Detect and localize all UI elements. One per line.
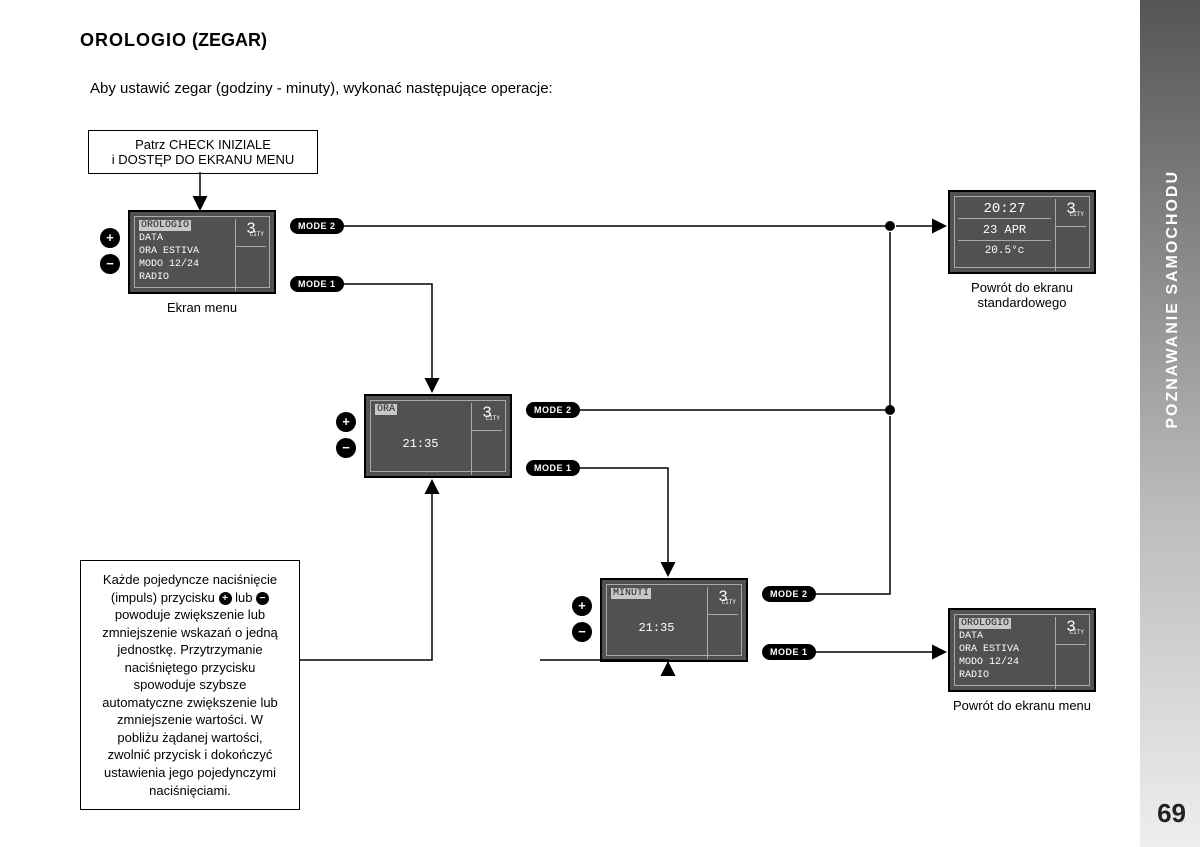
screen-menu: OROLOGIO DATA ORA ESTIVA MODO 12/24 RADI… [128,210,276,294]
side-tab-label: POZNAWANIE SAMOCHODU [1164,170,1182,429]
plus-button[interactable]: + [572,596,592,616]
plus-button[interactable]: + [100,228,120,248]
pm-ora: +− [336,412,358,464]
mode1-menu[interactable]: MODE 1 [290,276,344,292]
intro-box: Patrz CHECK INIZIALE i DOSTĘP DO EKRANU … [88,130,318,174]
intro-box-line2: i DOSTĘP DO EKRANU MENU [99,152,307,167]
mode2-ora[interactable]: MODE 2 [526,402,580,418]
minus-button[interactable]: − [100,254,120,274]
intro-line: Aby ustawić zegar (godziny - minuty), wy… [90,80,553,97]
screen-ora: ORA 21:35 3CITY [364,394,512,478]
plus-icon: + [219,592,232,605]
tip-box: Każde pojedyncze naciśnięcie (impuls) pr… [80,560,300,810]
screen-standard: 20:27 23 APR 20.5°c 3CITY [948,190,1096,274]
screen-menu-caption: Ekran menu [128,300,276,315]
screen-back-menu: OROLOGIO DATA ORA ESTIVA MODO 12/24 RADI… [948,608,1096,692]
screen-standard-caption: Powrót do ekranu standardowego [930,280,1114,310]
title-bold: OROLOGIO [80,30,187,50]
intro-box-line1: Patrz CHECK INIZIALE [99,137,307,152]
minus-button[interactable]: − [336,438,356,458]
side-tab: POZNAWANIE SAMOCHODU [1140,0,1200,847]
pm-minuti: +− [572,596,594,648]
plus-button[interactable]: + [336,412,356,432]
mode2-minuti[interactable]: MODE 2 [762,586,816,602]
pm-menu: +− [100,228,122,280]
title-paren: (ZEGAR) [192,30,267,50]
screen-back-menu-caption: Powrót do ekranu menu [930,698,1114,713]
minus-button[interactable]: − [572,622,592,642]
mode2-menu[interactable]: MODE 2 [290,218,344,234]
mode1-ora[interactable]: MODE 1 [526,460,580,476]
page-number: 69 [1157,798,1186,829]
mode1-minuti[interactable]: MODE 1 [762,644,816,660]
minus-icon: − [256,592,269,605]
screen-minuti: MINUTI 21:35 3CITY [600,578,748,662]
page-title: OROLOGIO (ZEGAR) [80,30,267,51]
